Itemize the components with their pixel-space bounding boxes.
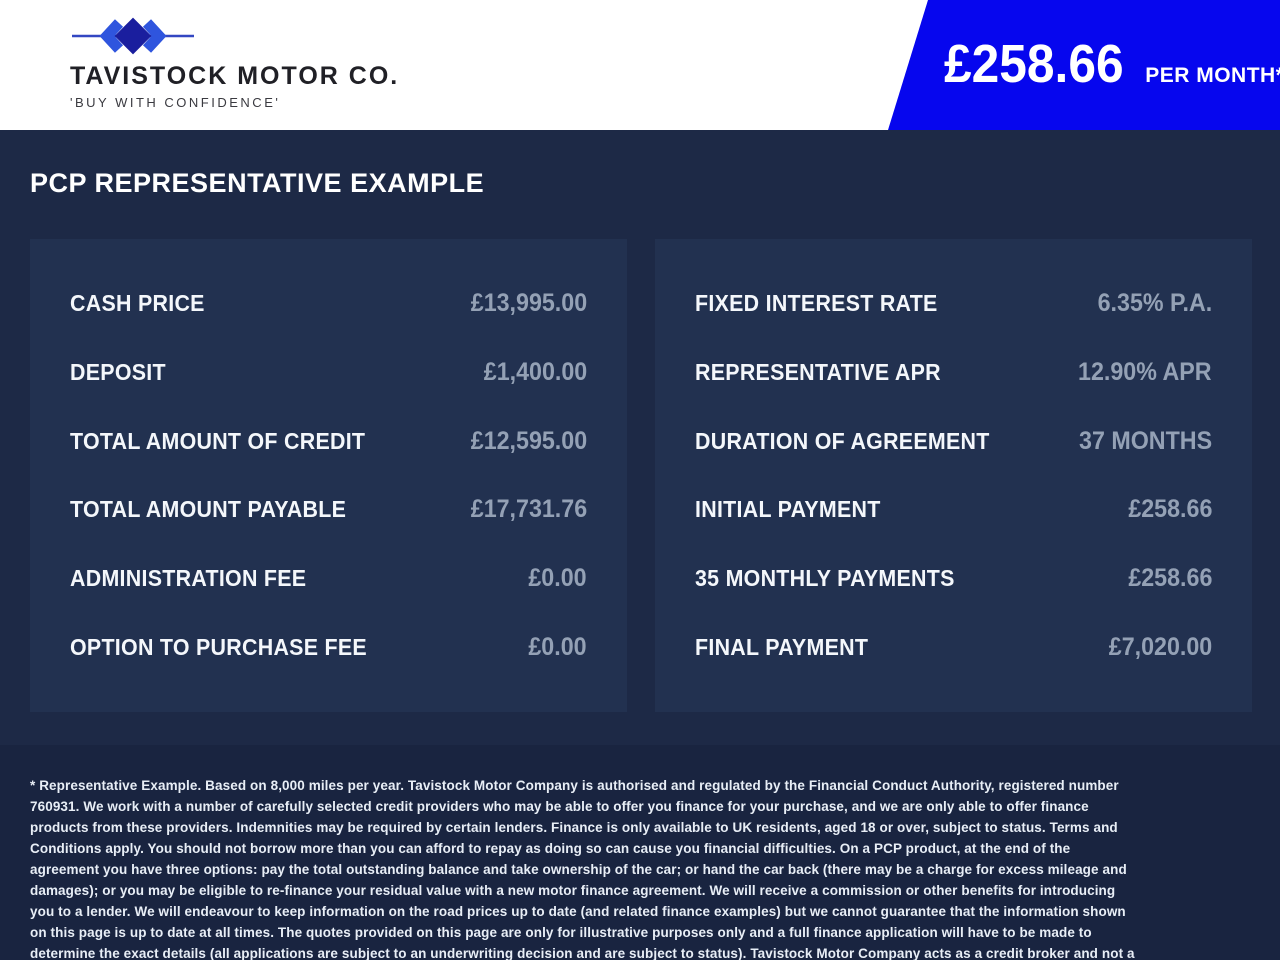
finance-row-representative-apr: REPRESENTATIVE APR 12.90% APR [695,358,1212,387]
finance-panels: CASH PRICE £13,995.00 DEPOSIT £1,400.00 … [30,239,1252,712]
finance-row-label: TOTAL AMOUNT OF CREDIT [70,427,366,454]
finance-row-label: REPRESENTATIVE APR [695,358,941,385]
monthly-price-group: £258.66 PER MONTH* [944,33,1280,95]
finance-row-value: 12.90% APR [1078,357,1212,386]
dealer-tagline: 'BUY WITH CONFIDENCE' [70,95,281,110]
monthly-price-suffix: PER MONTH* [1145,63,1280,87]
finance-row-label: FINAL PAYMENT [695,634,869,661]
monthly-price: £258.66 [944,33,1124,94]
page-title: PCP REPRESENTATIVE EXAMPLE [30,168,485,198]
finance-row-value: £12,595.00 [470,426,587,455]
finance-row-value: £258.66 [1127,564,1212,593]
finance-row-label: FIXED INTEREST RATE [695,289,938,316]
finance-row-final-payment: FINAL PAYMENT £7,020.00 [695,633,1212,662]
finance-row-label: TOTAL AMOUNT PAYABLE [70,496,347,523]
finance-row-value: £17,731.76 [470,495,587,524]
finance-row-label: DEPOSIT [70,358,166,385]
dealer-name: TAVISTOCK MOTOR CO. [70,62,400,90]
finance-row-value: 6.35% P.A. [1097,288,1212,317]
finance-row-label: DURATION OF AGREEMENT [695,427,990,454]
monthly-price-banner: £258.66 PER MONTH* [888,0,1280,130]
finance-row-admin-fee: ADMINISTRATION FEE £0.00 [70,564,587,593]
finance-row-label: INITIAL PAYMENT [695,496,881,523]
finance-row-fixed-interest-rate: FIXED INTEREST RATE 6.35% P.A. [695,289,1212,318]
main-content: PCP REPRESENTATIVE EXAMPLE CASH PRICE £1… [0,168,1280,712]
finance-row-option-to-purchase-fee: OPTION TO PURCHASE FEE £0.00 [70,633,587,662]
finance-row-value: £1,400.00 [483,357,587,386]
finance-row-duration: DURATION OF AGREEMENT 37 MONTHS [695,427,1212,456]
finance-row-initial-payment: INITIAL PAYMENT £258.66 [695,495,1212,524]
finance-row-value: £0.00 [528,564,587,593]
finance-panel-right: FIXED INTEREST RATE 6.35% P.A. REPRESENT… [655,239,1252,712]
disclaimer-footer: * Representative Example. Based on 8,000… [0,745,1280,960]
finance-row-value: £13,995.00 [470,288,587,317]
finance-panel-left: CASH PRICE £13,995.00 DEPOSIT £1,400.00 … [30,239,627,712]
finance-row-total-credit: TOTAL AMOUNT OF CREDIT £12,595.00 [70,427,587,456]
finance-row-label: CASH PRICE [70,289,205,316]
dealer-logo: TAVISTOCK MOTOR CO. 'BUY WITH CONFIDENCE… [70,14,399,110]
header: TAVISTOCK MOTOR CO. 'BUY WITH CONFIDENCE… [0,0,1280,130]
finance-row-label: ADMINISTRATION FEE [70,565,307,592]
finance-row-value: £0.00 [528,633,587,662]
finance-row-cash-price: CASH PRICE £13,995.00 [70,289,587,318]
finance-row-total-payable: TOTAL AMOUNT PAYABLE £17,731.76 [70,495,587,524]
finance-row-label: 35 MONTHLY PAYMENTS [695,565,955,592]
finance-row-deposit: DEPOSIT £1,400.00 [70,358,587,387]
disclaimer-text: * Representative Example. Based on 8,000… [30,778,1135,960]
finance-row-monthly-payments: 35 MONTHLY PAYMENTS £258.66 [695,564,1212,593]
finance-row-value: 37 MONTHS [1078,426,1212,455]
finance-row-value: £7,020.00 [1108,633,1212,662]
finance-row-value: £258.66 [1127,495,1212,524]
diamond-chevron-logo-icon [72,17,194,55]
finance-row-label: OPTION TO PURCHASE FEE [70,634,367,661]
